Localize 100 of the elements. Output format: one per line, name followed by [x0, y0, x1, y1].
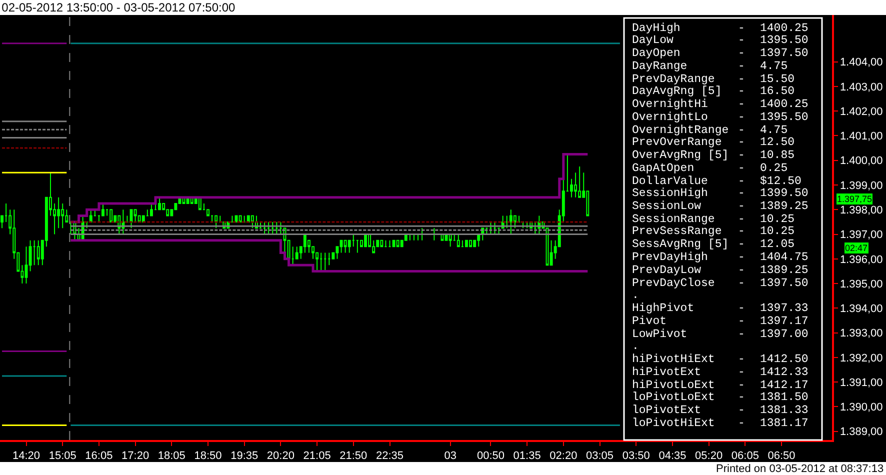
- x-tick-label: 18:50: [194, 450, 222, 462]
- y-tick-label: 1.396,00: [840, 254, 883, 266]
- text: Pivot - 1397.17: [632, 315, 808, 328]
- text: DayOpen - 1397.50: [632, 47, 808, 60]
- text: PrevSessRange - 10.25: [632, 225, 795, 238]
- text: LowPivot - 1397.00: [632, 328, 808, 341]
- y-tick-label: 1.391,00: [840, 376, 883, 389]
- text: DayLow - 1395.50: [632, 34, 808, 47]
- candlestick: [465, 240, 468, 248]
- candlestick: [320, 252, 323, 272]
- candlestick: [380, 240, 384, 248]
- y-tick-label: 1.399,00: [840, 180, 883, 192]
- x-tick-label: 19:35: [230, 450, 258, 462]
- candlestick: [263, 221, 266, 235]
- y-tick-label: 1.397,00: [840, 229, 883, 242]
- x-tick-label: 15:05: [48, 450, 76, 462]
- candlestick: [396, 240, 400, 248]
- x-tick-label: 03:05: [586, 450, 614, 462]
- candlestick: [477, 234, 480, 248]
- x-tick-label: 20:20: [266, 450, 294, 462]
- y-tick-label: 1.402,00: [840, 106, 883, 118]
- y-tick-label: 1.398,00: [840, 204, 883, 216]
- x-tick-label: 03:50: [622, 450, 650, 462]
- text: PrevOverRange - 12.50: [632, 136, 795, 149]
- candlestick: [110, 209, 113, 222]
- x-tick-label: 22:35: [376, 450, 404, 462]
- candlestick: [469, 240, 472, 248]
- x-tick-label: 05:20: [695, 450, 723, 462]
- annotation: .: [632, 289, 639, 302]
- x-tick-label: 17:20: [122, 450, 150, 462]
- candlestick: [158, 196, 162, 210]
- candlestick: [324, 252, 327, 272]
- x-tick-label: 03: [444, 450, 456, 462]
- text: HighPivot - 1397.33: [632, 302, 808, 315]
- y-tick-label: 1.392,00: [840, 352, 883, 364]
- candlestick: [456, 234, 460, 248]
- x-tick-label: 02:20: [550, 450, 578, 462]
- text: SessionHigh - 1399.50: [632, 187, 808, 200]
- y-tick-label: 1.394,00: [840, 303, 883, 316]
- candlestick: [275, 221, 278, 235]
- candlestick: [392, 240, 396, 248]
- x-tick-label: 06:05: [731, 450, 759, 462]
- text: hiPivotHiExt - 1412.50: [632, 353, 808, 366]
- text: GapAtOpen - 0.25: [632, 162, 788, 175]
- text: loPivotHiExt - 1381.17: [632, 417, 808, 430]
- candlestick: [356, 240, 359, 254]
- text: DollarValue - $12.50: [632, 175, 802, 188]
- text: SessionRange - 10.25: [632, 213, 795, 226]
- y-tick-label: 1.395,00: [840, 278, 883, 290]
- text: OvernightHi - 1400.25: [632, 98, 808, 111]
- candlestick: [505, 215, 508, 229]
- candlestick: [388, 240, 392, 248]
- candlestick: [344, 240, 347, 254]
- x-tick-label: 21:50: [340, 450, 368, 462]
- candlestick: [150, 202, 153, 216]
- candlestick: [328, 252, 331, 266]
- candlestick: [130, 209, 133, 229]
- candlestick: [364, 234, 367, 248]
- text: loPivotLoExt - 1381.50: [632, 391, 808, 404]
- text: DayRange - 4.75: [632, 60, 788, 73]
- candlestick: [89, 209, 92, 222]
- y-tick-label: 1.403,00: [840, 81, 883, 94]
- chart-title: 02-05-2012 13:50:00 - 03-05-2012 07:50:00: [2, 0, 236, 15]
- candlestick: [489, 221, 492, 235]
- candlestick: [448, 234, 452, 248]
- y-tick-label: 1.390,00: [840, 402, 883, 414]
- y-tick-label: 1.389,00: [840, 426, 883, 438]
- annotation: .: [632, 340, 639, 353]
- candlestick: [518, 215, 520, 222]
- text: hiPivotExt - 1412.33: [632, 366, 808, 379]
- x-tick-label: 04:35: [658, 450, 686, 462]
- candlestick: [271, 221, 274, 235]
- text: PrevDayRange - 15.50: [632, 73, 795, 86]
- x-tick-label: 21:05: [303, 450, 331, 462]
- text: loPivotExt - 1381.33: [632, 404, 808, 417]
- y-tick-label: 1.401,00: [840, 130, 883, 143]
- text: PrevDayLow - 1389.25: [632, 264, 808, 277]
- x-tick-label: 18:05: [158, 450, 186, 462]
- candlestick: [384, 240, 388, 248]
- text: DayHigh - 1400.25: [632, 22, 808, 35]
- text: Printed on 03-05-2012 at 08:37:13: [716, 463, 884, 475]
- x-tick-label: 06:50: [768, 450, 796, 462]
- candlestick: [267, 221, 270, 235]
- text: OverAvgRng [5] - 10.85: [632, 149, 795, 162]
- text: OvernightLo - 1395.50: [632, 111, 808, 124]
- candlestick: [279, 221, 282, 235]
- text: 1.397,75: [837, 194, 872, 204]
- x-tick-label: 00:50: [476, 450, 504, 462]
- y-tick-label: 1.404,00: [840, 56, 883, 69]
- text: hiPivotLoExt - 1412.17: [632, 379, 808, 392]
- x-tick-label: 01:35: [513, 450, 541, 462]
- candlestick: [36, 240, 40, 266]
- candlestick: [493, 221, 496, 235]
- text: DayAvgRng [5] - 16.50: [632, 85, 795, 98]
- text: PrevDayHigh - 1404.75: [632, 251, 808, 264]
- text: PrevDayClose - 1397.50: [632, 277, 808, 290]
- candlestick: [578, 166, 582, 198]
- text: 02:47: [845, 243, 868, 253]
- x-tick-label: 16:05: [85, 450, 113, 462]
- y-tick-label: 1.393,00: [840, 328, 883, 340]
